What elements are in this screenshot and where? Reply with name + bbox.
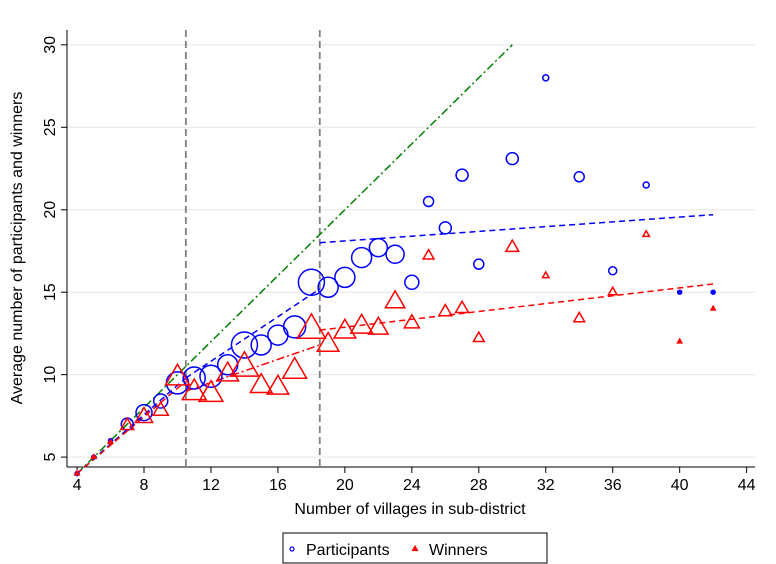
x-tick-label: 28: [470, 477, 488, 494]
participant-marker: [607, 266, 618, 276]
x-tick-label: 24: [403, 477, 421, 494]
x-tick-label: 36: [604, 477, 622, 494]
participant-marker: [267, 324, 289, 346]
winner-marker: [332, 317, 358, 339]
y-axis-label: Average number of participants and winne…: [9, 92, 26, 405]
winner-marker: [454, 299, 470, 314]
fit-line: [319, 283, 714, 331]
participant-marker: [230, 331, 259, 359]
participant-marker: [642, 181, 650, 189]
participant-marker: [404, 274, 420, 291]
participant-marker: [505, 151, 520, 166]
participant-marker: [216, 354, 239, 376]
participant-marker: [152, 393, 169, 409]
x-tick-label: 32: [537, 477, 555, 494]
winner-marker: [384, 289, 407, 309]
winner-marker: [676, 337, 684, 344]
participant-marker: [573, 171, 585, 183]
legend-label: Winners: [429, 542, 488, 559]
winner-marker: [504, 238, 521, 253]
winner-marker: [119, 416, 136, 431]
winner-marker: [349, 312, 374, 334]
y-tick-label: 5: [42, 453, 59, 462]
x-tick-label: 44: [738, 477, 756, 494]
winner-marker: [90, 453, 98, 460]
participant-marker: [250, 334, 272, 356]
participant-marker: [297, 268, 326, 297]
y-tick-label: 25: [42, 118, 59, 136]
x-tick-label: 12: [202, 477, 220, 494]
fit-line: [319, 213, 714, 244]
winner-marker: [437, 302, 454, 317]
winner-marker: [164, 362, 191, 386]
participant-marker: [282, 315, 307, 339]
winner-marker: [281, 356, 308, 379]
x-axis-label: Number of villages in sub-district: [294, 501, 526, 518]
x-tick-label: 40: [671, 477, 689, 494]
fit-line: [76, 44, 513, 475]
winner-marker: [607, 285, 619, 296]
winner-marker: [181, 377, 208, 401]
legend-label: Participants: [306, 542, 390, 559]
participant-marker: [455, 168, 469, 182]
winner-marker: [296, 312, 327, 340]
winner-marker: [107, 438, 114, 445]
winner-marker: [402, 313, 421, 329]
x-tick-label: 4: [73, 477, 82, 494]
x-tick-label: 8: [140, 477, 149, 494]
winner-marker: [134, 406, 154, 424]
participant-marker: [182, 366, 206, 390]
participant-marker: [542, 74, 550, 82]
winner-marker: [249, 372, 274, 394]
winner-marker: [265, 373, 291, 395]
winner-marker: [316, 330, 341, 352]
winner-marker: [472, 330, 486, 343]
legend-marker: [289, 546, 295, 552]
fit-line: [185, 344, 321, 392]
winner-marker: [572, 310, 586, 323]
winner-marker: [73, 469, 81, 476]
y-tick-label: 10: [42, 366, 59, 384]
participant-marker: [473, 258, 485, 270]
winner-marker: [229, 350, 260, 377]
winner-marker: [197, 379, 225, 403]
winner-marker: [367, 315, 390, 335]
participant-marker: [368, 237, 389, 258]
participant-marker: [385, 244, 405, 265]
x-tick-label: 20: [336, 477, 354, 494]
y-tick-label: 30: [42, 36, 59, 54]
participant-marker: [317, 276, 339, 299]
winner-marker: [151, 400, 170, 417]
participant-marker: [422, 195, 435, 208]
participant-marker: [438, 221, 453, 235]
participant-marker: [350, 246, 373, 269]
winner-marker: [541, 270, 551, 279]
participant-marker: [334, 266, 356, 289]
winner-marker: [709, 304, 717, 311]
participant-marker: [676, 289, 683, 295]
fit-line: [185, 288, 321, 379]
winner-marker: [421, 248, 436, 260]
y-tick-label: 20: [42, 201, 59, 219]
participant-marker: [710, 289, 716, 295]
legend-marker: [411, 544, 419, 552]
participant-marker: [199, 364, 223, 389]
participant-marker: [135, 403, 153, 422]
x-tick-label: 16: [269, 477, 287, 494]
y-tick-label: 15: [42, 283, 59, 301]
winner-marker: [641, 229, 651, 238]
